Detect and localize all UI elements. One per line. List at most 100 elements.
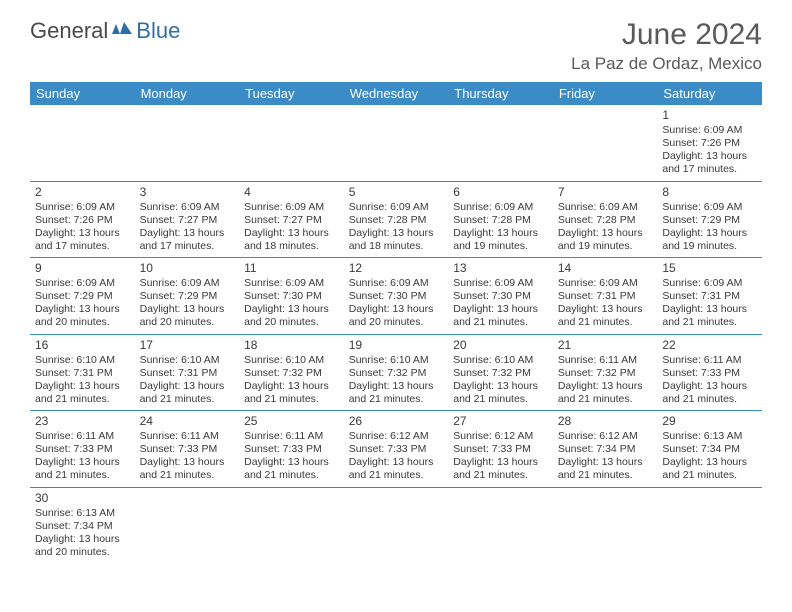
day-number: 26 bbox=[349, 414, 444, 429]
daylight-line: Daylight: 13 hours bbox=[140, 456, 235, 469]
day-cell: 27Sunrise: 6:12 AMSunset: 7:33 PMDayligh… bbox=[448, 411, 553, 488]
daylight-line: Daylight: 13 hours bbox=[35, 227, 130, 240]
day-number: 22 bbox=[662, 338, 757, 353]
sunset-line: Sunset: 7:28 PM bbox=[558, 214, 653, 227]
sunset-line: Sunset: 7:30 PM bbox=[453, 290, 548, 303]
daylight-line-2: and 21 minutes. bbox=[558, 316, 653, 329]
day-number: 11 bbox=[244, 261, 339, 276]
sunset-line: Sunset: 7:32 PM bbox=[349, 367, 444, 380]
sunrise-line: Sunrise: 6:09 AM bbox=[662, 277, 757, 290]
day-cell: 29Sunrise: 6:13 AMSunset: 7:34 PMDayligh… bbox=[657, 411, 762, 488]
sunset-line: Sunset: 7:34 PM bbox=[558, 443, 653, 456]
sunrise-line: Sunrise: 6:13 AM bbox=[662, 430, 757, 443]
day-cell: 24Sunrise: 6:11 AMSunset: 7:33 PMDayligh… bbox=[135, 411, 240, 488]
day-cell: 16Sunrise: 6:10 AMSunset: 7:31 PMDayligh… bbox=[30, 334, 135, 411]
week-row: 30Sunrise: 6:13 AMSunset: 7:34 PMDayligh… bbox=[30, 487, 762, 563]
daylight-line-2: and 21 minutes. bbox=[349, 469, 444, 482]
daylight-line-2: and 21 minutes. bbox=[140, 393, 235, 406]
daylight-line: Daylight: 13 hours bbox=[662, 456, 757, 469]
daylight-line-2: and 21 minutes. bbox=[140, 469, 235, 482]
day-cell: 13Sunrise: 6:09 AMSunset: 7:30 PMDayligh… bbox=[448, 258, 553, 335]
empty-cell bbox=[448, 105, 553, 181]
day-cell: 1Sunrise: 6:09 AMSunset: 7:26 PMDaylight… bbox=[657, 105, 762, 181]
sunset-line: Sunset: 7:31 PM bbox=[35, 367, 130, 380]
sunrise-line: Sunrise: 6:09 AM bbox=[349, 277, 444, 290]
week-row: 2Sunrise: 6:09 AMSunset: 7:26 PMDaylight… bbox=[30, 181, 762, 258]
logo-text-blue: Blue bbox=[136, 18, 180, 44]
sunrise-line: Sunrise: 6:09 AM bbox=[140, 277, 235, 290]
daylight-line-2: and 21 minutes. bbox=[35, 469, 130, 482]
day-cell: 19Sunrise: 6:10 AMSunset: 7:32 PMDayligh… bbox=[344, 334, 449, 411]
sunset-line: Sunset: 7:32 PM bbox=[558, 367, 653, 380]
sunrise-line: Sunrise: 6:11 AM bbox=[558, 354, 653, 367]
day-cell: 12Sunrise: 6:09 AMSunset: 7:30 PMDayligh… bbox=[344, 258, 449, 335]
sunset-line: Sunset: 7:33 PM bbox=[662, 367, 757, 380]
day-cell: 5Sunrise: 6:09 AMSunset: 7:28 PMDaylight… bbox=[344, 181, 449, 258]
sunrise-line: Sunrise: 6:10 AM bbox=[453, 354, 548, 367]
daylight-line: Daylight: 13 hours bbox=[349, 456, 444, 469]
daylight-line: Daylight: 13 hours bbox=[244, 227, 339, 240]
day-number: 27 bbox=[453, 414, 548, 429]
sunset-line: Sunset: 7:30 PM bbox=[244, 290, 339, 303]
sunset-line: Sunset: 7:28 PM bbox=[349, 214, 444, 227]
sunset-line: Sunset: 7:33 PM bbox=[35, 443, 130, 456]
day-number: 21 bbox=[558, 338, 653, 353]
day-header: Sunday bbox=[30, 82, 135, 105]
daylight-line: Daylight: 13 hours bbox=[35, 303, 130, 316]
sunset-line: Sunset: 7:27 PM bbox=[140, 214, 235, 227]
daylight-line-2: and 21 minutes. bbox=[35, 393, 130, 406]
daylight-line-2: and 21 minutes. bbox=[453, 316, 548, 329]
daylight-line-2: and 18 minutes. bbox=[349, 240, 444, 253]
daylight-line-2: and 18 minutes. bbox=[244, 240, 339, 253]
daylight-line: Daylight: 13 hours bbox=[35, 456, 130, 469]
empty-cell bbox=[30, 105, 135, 181]
day-header: Friday bbox=[553, 82, 658, 105]
sunset-line: Sunset: 7:26 PM bbox=[662, 137, 757, 150]
day-cell: 30Sunrise: 6:13 AMSunset: 7:34 PMDayligh… bbox=[30, 487, 135, 563]
day-number: 19 bbox=[349, 338, 444, 353]
day-cell: 21Sunrise: 6:11 AMSunset: 7:32 PMDayligh… bbox=[553, 334, 658, 411]
daylight-line: Daylight: 13 hours bbox=[349, 303, 444, 316]
daylight-line-2: and 21 minutes. bbox=[662, 393, 757, 406]
day-header: Tuesday bbox=[239, 82, 344, 105]
empty-cell bbox=[657, 487, 762, 563]
sunset-line: Sunset: 7:33 PM bbox=[349, 443, 444, 456]
sunset-line: Sunset: 7:28 PM bbox=[453, 214, 548, 227]
daylight-line: Daylight: 13 hours bbox=[140, 303, 235, 316]
day-number: 16 bbox=[35, 338, 130, 353]
day-cell: 20Sunrise: 6:10 AMSunset: 7:32 PMDayligh… bbox=[448, 334, 553, 411]
sunset-line: Sunset: 7:31 PM bbox=[558, 290, 653, 303]
day-cell: 3Sunrise: 6:09 AMSunset: 7:27 PMDaylight… bbox=[135, 181, 240, 258]
sunrise-line: Sunrise: 6:11 AM bbox=[140, 430, 235, 443]
daylight-line-2: and 20 minutes. bbox=[140, 316, 235, 329]
sunrise-line: Sunrise: 6:09 AM bbox=[558, 277, 653, 290]
sunrise-line: Sunrise: 6:11 AM bbox=[662, 354, 757, 367]
daylight-line-2: and 21 minutes. bbox=[244, 393, 339, 406]
daylight-line-2: and 20 minutes. bbox=[244, 316, 339, 329]
daylight-line-2: and 19 minutes. bbox=[558, 240, 653, 253]
sunrise-line: Sunrise: 6:09 AM bbox=[35, 277, 130, 290]
sunset-line: Sunset: 7:32 PM bbox=[453, 367, 548, 380]
daylight-line-2: and 21 minutes. bbox=[558, 393, 653, 406]
daylight-line: Daylight: 13 hours bbox=[558, 303, 653, 316]
daylight-line: Daylight: 13 hours bbox=[662, 150, 757, 163]
daylight-line: Daylight: 13 hours bbox=[558, 456, 653, 469]
daylight-line-2: and 21 minutes. bbox=[453, 469, 548, 482]
day-number: 2 bbox=[35, 185, 130, 200]
sunrise-line: Sunrise: 6:09 AM bbox=[662, 201, 757, 214]
day-number: 20 bbox=[453, 338, 548, 353]
day-cell: 25Sunrise: 6:11 AMSunset: 7:33 PMDayligh… bbox=[239, 411, 344, 488]
day-number: 25 bbox=[244, 414, 339, 429]
sunrise-line: Sunrise: 6:12 AM bbox=[349, 430, 444, 443]
daylight-line: Daylight: 13 hours bbox=[35, 533, 130, 546]
sunrise-line: Sunrise: 6:10 AM bbox=[35, 354, 130, 367]
daylight-line-2: and 21 minutes. bbox=[662, 469, 757, 482]
day-cell: 14Sunrise: 6:09 AMSunset: 7:31 PMDayligh… bbox=[553, 258, 658, 335]
week-row: 16Sunrise: 6:10 AMSunset: 7:31 PMDayligh… bbox=[30, 334, 762, 411]
daylight-line: Daylight: 13 hours bbox=[244, 456, 339, 469]
daylight-line: Daylight: 13 hours bbox=[140, 227, 235, 240]
sunrise-line: Sunrise: 6:09 AM bbox=[662, 124, 757, 137]
sunrise-line: Sunrise: 6:11 AM bbox=[35, 430, 130, 443]
daylight-line: Daylight: 13 hours bbox=[558, 380, 653, 393]
sunset-line: Sunset: 7:34 PM bbox=[662, 443, 757, 456]
